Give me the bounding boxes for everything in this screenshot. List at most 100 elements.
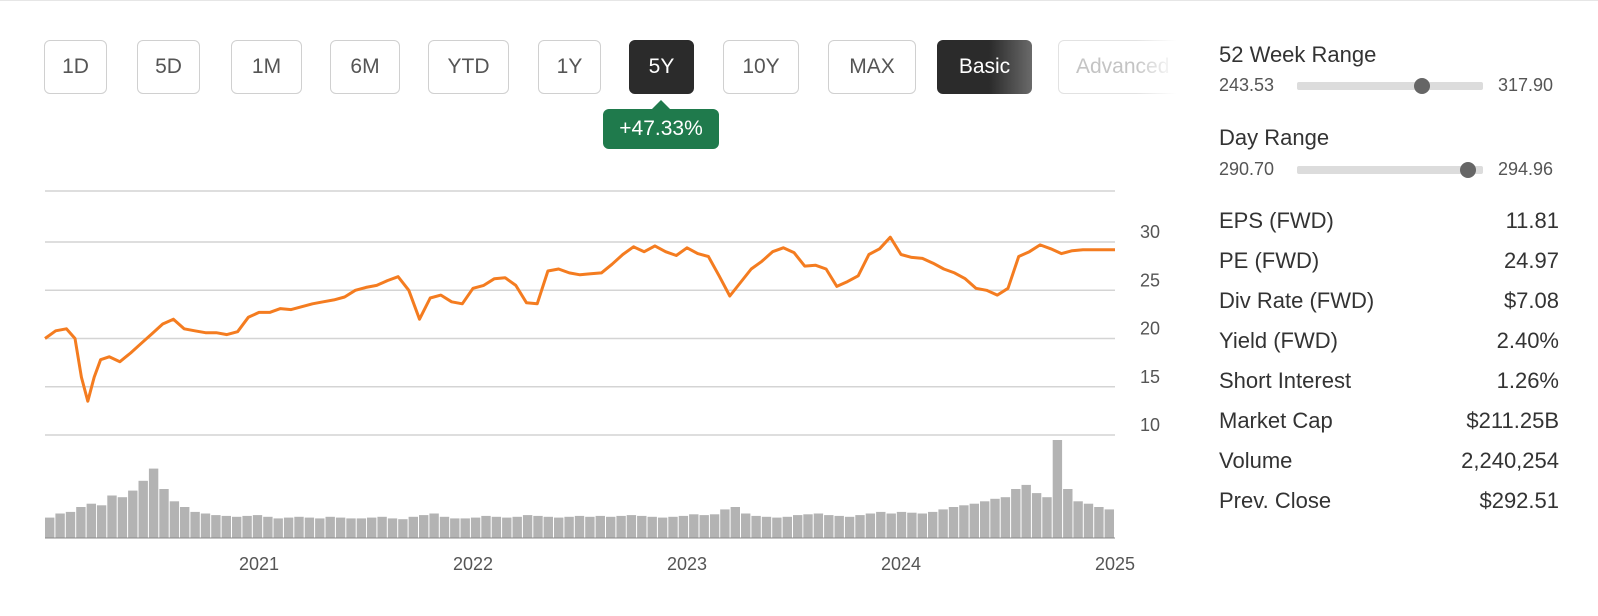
volume-bar xyxy=(481,515,491,538)
volume-bar xyxy=(512,516,522,538)
volume-bar xyxy=(907,512,917,538)
stat-label-yield: Yield (FWD) xyxy=(1219,328,1338,353)
stat-label-market-cap: Market Cap xyxy=(1219,408,1333,433)
volume-bar xyxy=(948,507,959,538)
basic-view-button[interactable]: Basic xyxy=(937,40,1032,94)
x-axis-labels: 2021 2022 2023 2024 2025 xyxy=(239,554,1135,574)
volume-bar xyxy=(1000,497,1011,538)
volume-bar xyxy=(180,507,190,538)
volume-bar xyxy=(917,513,927,538)
x-tick-label: 2022 xyxy=(453,554,493,574)
volume-bar xyxy=(616,515,626,538)
volume-bar xyxy=(668,516,678,538)
volume-bar xyxy=(793,515,803,538)
volume-bar xyxy=(782,516,792,538)
volume-bar xyxy=(252,515,263,538)
volume-bar xyxy=(1011,489,1021,538)
volume-bar xyxy=(1052,440,1063,538)
range-button-6m[interactable]: 6M xyxy=(330,40,400,94)
volume-bar xyxy=(470,517,481,538)
volume-bar xyxy=(834,515,844,538)
volume-bar xyxy=(824,515,834,538)
volume-bar xyxy=(65,511,76,538)
volume-bar xyxy=(678,515,689,538)
volume-bar xyxy=(585,516,595,538)
volume-bar xyxy=(200,513,211,538)
volume-bar xyxy=(398,519,408,538)
volume-bar xyxy=(803,514,813,538)
stat-label-pe: PE (FWD) xyxy=(1219,248,1320,273)
stat-label-div-rate: Div Rate (FWD) xyxy=(1219,288,1375,313)
volume-bar xyxy=(761,516,772,538)
volume-bar xyxy=(283,517,294,538)
volume-bar xyxy=(844,516,855,538)
stat-label-volume: Volume xyxy=(1219,448,1293,473)
volume-bar xyxy=(886,513,896,538)
volume-bar xyxy=(45,517,55,538)
range-button-1y[interactable]: 1Y xyxy=(538,40,601,94)
volume-bar xyxy=(564,516,574,538)
volume-bar xyxy=(221,515,231,538)
range-button-ytd[interactable]: YTD xyxy=(428,40,509,94)
volume-bar xyxy=(86,503,96,538)
volume-bar xyxy=(751,515,761,538)
volume-bar xyxy=(211,515,221,538)
x-tick-label: 2023 xyxy=(667,554,707,574)
volume-bar xyxy=(855,515,865,538)
fade-overlay xyxy=(1136,40,1176,94)
volume-bar xyxy=(1083,503,1094,538)
stat-value-yield: 2.40% xyxy=(1496,328,1559,353)
x-tick-label: 2024 xyxy=(881,554,921,574)
stat-label-prev-close: Prev. Close xyxy=(1219,488,1332,513)
volume-bar xyxy=(876,511,886,538)
volume-bar xyxy=(304,517,315,538)
stat-value-pe: 24.97 xyxy=(1503,248,1559,273)
volume-bar xyxy=(699,515,709,538)
volume-bar xyxy=(543,516,553,538)
volume-bar xyxy=(928,511,938,538)
range-button-10y[interactable]: 10Y xyxy=(723,40,799,94)
volume-bar xyxy=(76,507,86,538)
volume-bar xyxy=(460,518,470,538)
chart-grid xyxy=(45,190,1115,436)
range-button-max[interactable]: MAX xyxy=(828,40,916,94)
y-tick-label: 100 xyxy=(1140,415,1160,435)
volume-bar xyxy=(107,495,117,538)
stat-label-eps: EPS (FWD) xyxy=(1219,208,1334,233)
volume-bar xyxy=(450,518,460,538)
range-button-1m[interactable]: 1M xyxy=(231,40,302,94)
range-button-1d[interactable]: 1D xyxy=(44,40,107,94)
top-border xyxy=(0,0,1598,1)
y-axis-labels: 300 250 200 150 100 xyxy=(1140,222,1160,435)
volume-bar xyxy=(377,516,387,538)
volume-bar xyxy=(356,518,367,538)
y-tick-label: 300 xyxy=(1140,222,1160,242)
y-tick-label: 150 xyxy=(1140,367,1160,387)
volume-bar xyxy=(315,518,325,538)
range-button-5d[interactable]: 5D xyxy=(137,40,200,94)
volume-bar xyxy=(1094,507,1104,538)
volume-bar xyxy=(325,516,335,538)
price-chart: 300 250 200 150 100 2021 2022 2023 2024 2025 xyxy=(44,190,1160,574)
volume-bar xyxy=(637,515,647,538)
volume-bar xyxy=(273,518,283,538)
x-tick-label: 2025 xyxy=(1095,554,1135,574)
volume-bar xyxy=(502,517,512,538)
volume-bar xyxy=(232,516,242,538)
volume-bar xyxy=(128,490,138,538)
volume-bar xyxy=(689,514,699,538)
day-range-knob xyxy=(1460,162,1477,178)
volume-bar xyxy=(1021,484,1031,538)
stat-value-div-rate: $7.08 xyxy=(1503,288,1559,313)
volume-bar xyxy=(1073,501,1083,539)
volume-bar xyxy=(709,514,720,538)
volume-bar xyxy=(346,518,356,538)
volume-bar xyxy=(148,468,159,538)
volume-bar xyxy=(96,505,107,538)
volume-bar xyxy=(533,515,543,538)
day-low: 290.70 xyxy=(1219,159,1275,179)
x-tick-label: 2021 xyxy=(239,554,279,574)
range-button-5y[interactable]: 5Y xyxy=(629,40,694,94)
volume-bar xyxy=(1042,497,1052,538)
volume-bar xyxy=(169,501,180,539)
